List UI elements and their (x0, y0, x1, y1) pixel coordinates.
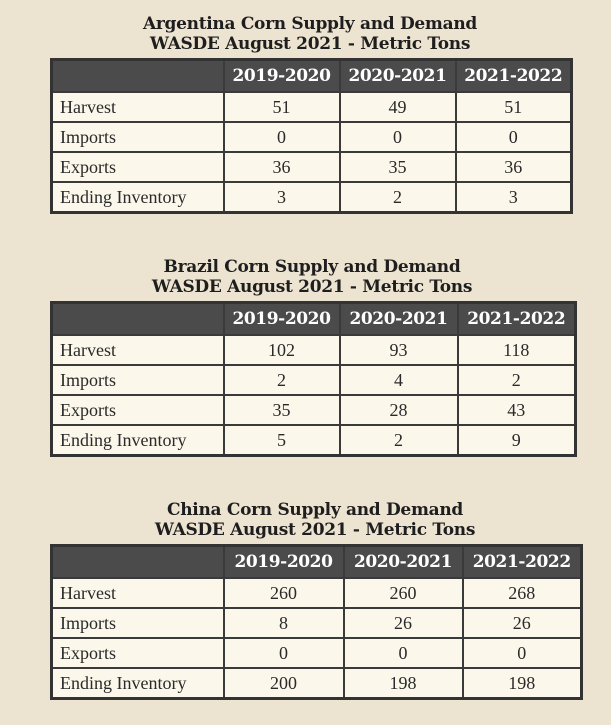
table-title: China Corn Supply and Demand WASDE August… (50, 500, 580, 540)
header-row: 2019-2020 2020-2021 2021-2022 (50, 544, 583, 579)
cell-value: 0 (338, 121, 457, 153)
table-row: Exports 36 35 36 (50, 151, 573, 183)
cell-value: 35 (222, 394, 341, 426)
cell-value: 4 (338, 364, 459, 396)
row-label: Harvest (50, 91, 225, 123)
china-table-section: China Corn Supply and Demand WASDE August… (50, 500, 583, 700)
column-header: 2019-2020 (222, 544, 345, 579)
row-label: Exports (50, 637, 225, 669)
argentina-corn-table: 2019-2020 2020-2021 2021-2022 Harvest 51 49 51… (50, 58, 573, 214)
table-row: Imports 0 0 0 (50, 121, 573, 153)
cell-value: 2 (338, 181, 457, 214)
cell-value: 8 (222, 607, 345, 639)
column-header: 2019-2020 (222, 58, 341, 93)
cell-value: 2 (338, 424, 459, 457)
header-blank (50, 544, 225, 579)
cell-value: 198 (461, 667, 583, 700)
cell-value: 2 (456, 364, 577, 396)
table-row: Exports 35 28 43 (50, 394, 577, 426)
table-row: Harvest 102 93 118 (50, 334, 577, 366)
column-header: 2021-2022 (456, 301, 577, 336)
cell-value: 0 (461, 637, 583, 669)
cell-value: 2 (222, 364, 341, 396)
cell-value: 198 (342, 667, 464, 700)
cell-value: 93 (338, 334, 459, 366)
table-row: Imports 8 26 26 (50, 607, 583, 639)
title-line-2: WASDE August 2021 - Metric Tons (151, 277, 473, 297)
cell-value: 0 (222, 121, 341, 153)
title-line-1: Brazil Corn Supply and Demand (163, 257, 461, 277)
header-blank (50, 58, 225, 93)
row-label: Ending Inventory (50, 181, 225, 214)
header-row: 2019-2020 2020-2021 2021-2022 (50, 58, 573, 93)
title-line-1: China Corn Supply and Demand (167, 500, 463, 520)
table-row: Harvest 260 260 268 (50, 577, 583, 609)
cell-value: 102 (222, 334, 341, 366)
row-label: Exports (50, 394, 225, 426)
table-row: Harvest 51 49 51 (50, 91, 573, 123)
row-label: Harvest (50, 577, 225, 609)
china-corn-table: 2019-2020 2020-2021 2021-2022 Harvest 260 260… (50, 544, 583, 700)
table-row: Ending Inventory 200 198 198 (50, 667, 583, 700)
row-label: Imports (50, 607, 225, 639)
cell-value: 35 (338, 151, 457, 183)
cell-value: 0 (222, 637, 345, 669)
row-label: Ending Inventory (50, 424, 225, 457)
table-row: Ending Inventory 5 2 9 (50, 424, 577, 457)
column-header: 2021-2022 (461, 544, 583, 579)
header-blank (50, 301, 225, 336)
cell-value: 36 (454, 151, 573, 183)
cell-value: 43 (456, 394, 577, 426)
row-label: Harvest (50, 334, 225, 366)
table-row: Ending Inventory 3 2 3 (50, 181, 573, 214)
argentina-table-section: Argentina Corn Supply and Demand WASDE Au… (50, 14, 573, 214)
cell-value: 3 (454, 181, 573, 214)
header-row: 2019-2020 2020-2021 2021-2022 (50, 301, 577, 336)
cell-value: 0 (342, 637, 464, 669)
title-line-1: Argentina Corn Supply and Demand (143, 14, 477, 34)
cell-value: 260 (222, 577, 345, 609)
table-row: Imports 2 4 2 (50, 364, 577, 396)
cell-value: 0 (454, 121, 573, 153)
row-label: Imports (50, 364, 225, 396)
column-header: 2020-2021 (342, 544, 464, 579)
cell-value: 51 (454, 91, 573, 123)
brazil-table-section: Brazil Corn Supply and Demand WASDE Augus… (50, 257, 577, 457)
row-label: Ending Inventory (50, 667, 225, 700)
cell-value: 51 (222, 91, 341, 123)
column-header: 2021-2022 (454, 58, 573, 93)
column-header: 2020-2021 (338, 301, 459, 336)
cell-value: 9 (456, 424, 577, 457)
column-header: 2020-2021 (338, 58, 457, 93)
brazil-corn-table: 2019-2020 2020-2021 2021-2022 Harvest 102 93 1… (50, 301, 577, 457)
cell-value: 3 (222, 181, 341, 214)
cell-value: 26 (342, 607, 464, 639)
cell-value: 260 (342, 577, 464, 609)
row-label: Imports (50, 121, 225, 153)
cell-value: 49 (338, 91, 457, 123)
table-row: Exports 0 0 0 (50, 637, 583, 669)
cell-value: 118 (456, 334, 577, 366)
cell-value: 26 (461, 607, 583, 639)
title-line-2: WASDE August 2021 - Metric Tons (154, 520, 476, 540)
table-title: Brazil Corn Supply and Demand WASDE Augus… (50, 257, 574, 297)
cell-value: 200 (222, 667, 345, 700)
row-label: Exports (50, 151, 225, 183)
cell-value: 28 (338, 394, 459, 426)
table-title: Argentina Corn Supply and Demand WASDE Au… (50, 14, 570, 54)
cell-value: 5 (222, 424, 341, 457)
cell-value: 268 (461, 577, 583, 609)
cell-value: 36 (222, 151, 341, 183)
title-line-2: WASDE August 2021 - Metric Tons (149, 34, 471, 54)
column-header: 2019-2020 (222, 301, 341, 336)
